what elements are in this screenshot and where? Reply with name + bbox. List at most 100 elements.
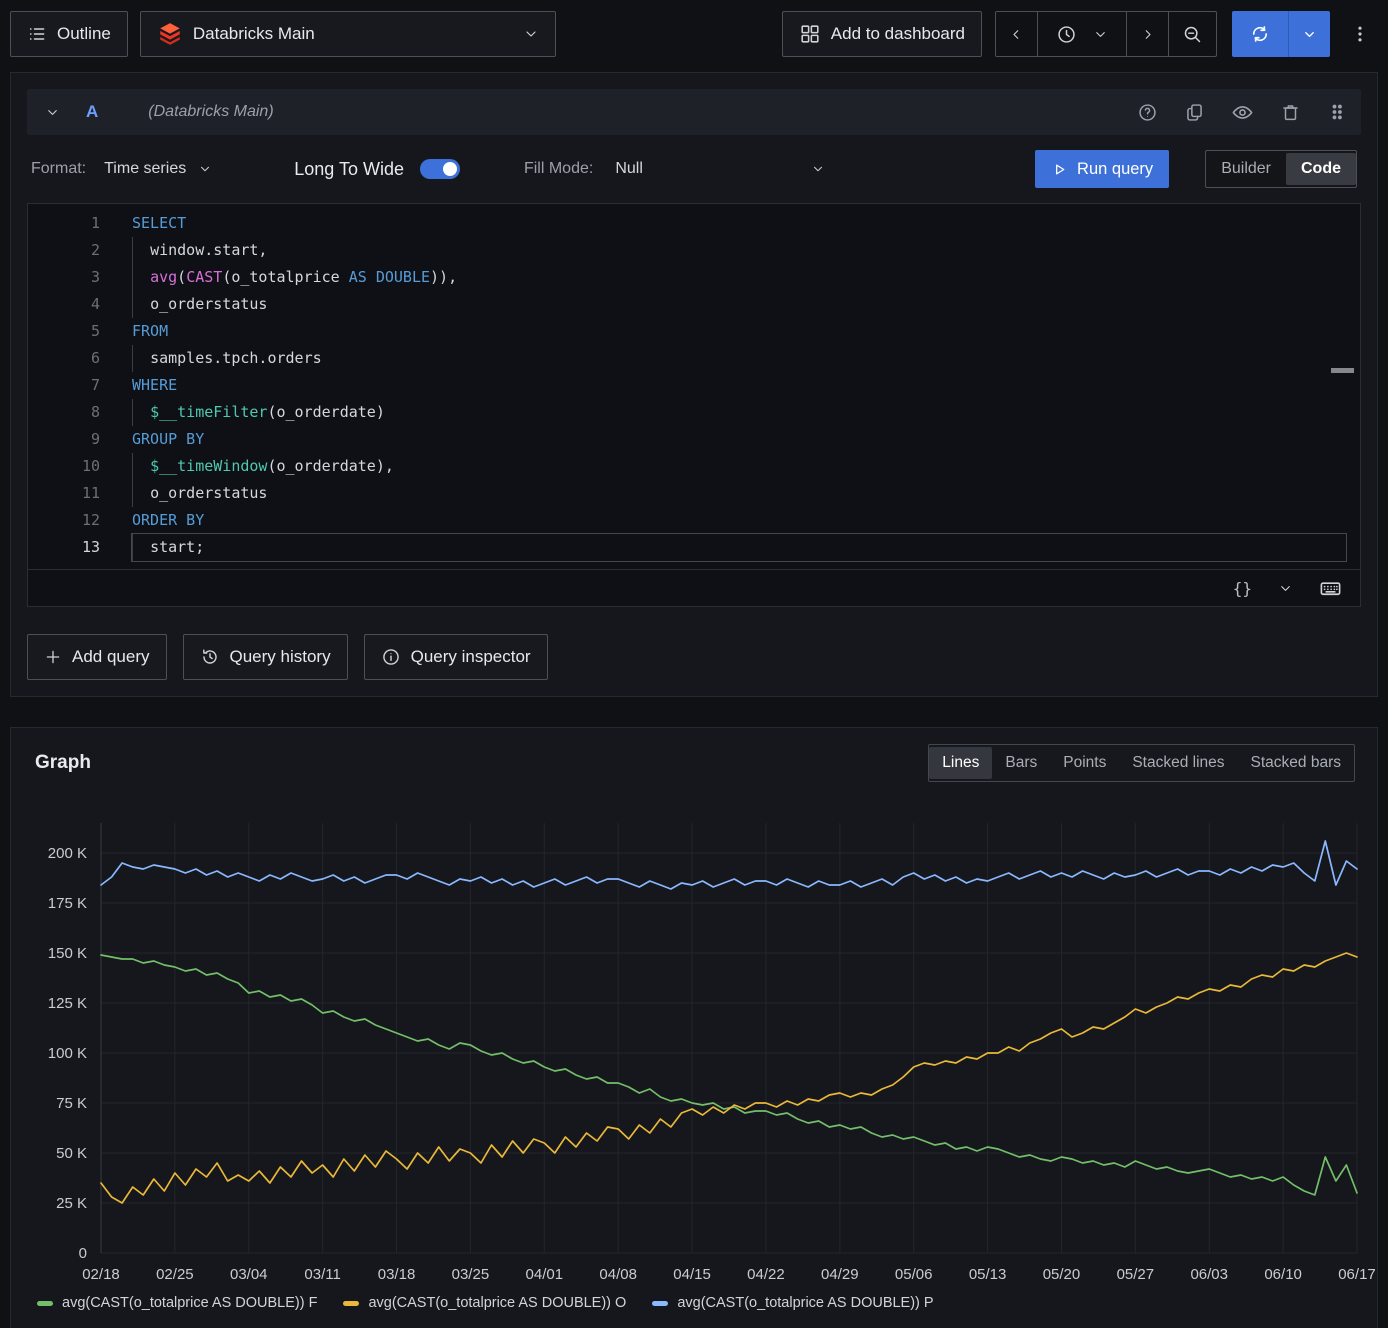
chevron-down-icon [1302,27,1317,42]
x-axis-tick-label: 06/17 [1338,1266,1376,1283]
x-axis-tick-label: 03/11 [304,1266,340,1283]
datasource-name: Databricks Main [193,24,315,44]
code-text: ORDER BY [132,507,1346,534]
format-select[interactable]: Time series [104,160,212,178]
y-axis-tick-label: 100 K [48,1045,87,1062]
code-text: avg(CAST(o_totalprice AS DOUBLE)), [132,264,1346,291]
collapse-query-button[interactable] [41,101,64,124]
zoom-out-button[interactable] [1168,12,1216,56]
fill-mode-value: Null [615,160,643,178]
code-line: 6 samples.tpch.orders [28,345,1360,372]
legend-item[interactable]: avg(CAST(o_totalprice AS DOUBLE)) P [652,1295,933,1311]
editor-mode-switch: Builder Code [1205,150,1357,188]
code-text: GROUP BY [132,426,1346,453]
time-shift-back-button[interactable] [996,12,1037,56]
sync-icon [1250,24,1270,44]
x-axis-tick-label: 05/13 [969,1266,1007,1283]
top-toolbar: Outline Databricks Main Add [0,0,1388,58]
delete-query-icon[interactable] [1280,102,1301,123]
query-history-button[interactable]: Query history [183,634,348,680]
fill-mode-select[interactable]: Null [615,160,825,178]
toggle-visibility-icon[interactable] [1231,101,1254,124]
code-line: 1SELECT [28,210,1360,237]
graph-mode-stacked-bars[interactable]: Stacked bars [1238,747,1354,779]
line-number: 1 [28,210,132,237]
query-inspector-button[interactable]: Query inspector [364,634,548,680]
code-text: samples.tpch.orders [132,345,1346,372]
x-axis-tick-label: 05/06 [895,1266,933,1283]
time-range-picker[interactable] [1037,12,1126,56]
code-line: 13 start; [28,534,1360,561]
expand-snippets-button[interactable] [1278,581,1293,596]
code-text: $__timeFilter(o_orderdate) [132,399,1346,426]
chevron-down-icon [1093,27,1108,42]
long-to-wide-toggle[interactable] [420,159,460,179]
format-code-button[interactable]: {} [1233,579,1252,598]
line-number: 11 [28,480,132,507]
graph-mode-points[interactable]: Points [1050,747,1119,779]
datasource-picker[interactable]: Databricks Main [140,11,556,57]
time-shift-forward-button[interactable] [1126,12,1168,56]
graph-style-switch: LinesBarsPointsStacked linesStacked bars [928,744,1355,782]
keyboard-shortcuts-icon[interactable] [1319,577,1342,600]
code-line: 4 o_orderstatus [28,291,1360,318]
add-query-button[interactable]: Add query [27,634,167,680]
code-text: o_orderstatus [132,480,1346,507]
indent-guide [132,534,133,561]
query-editor-panel: A (Databricks Main) [10,72,1378,697]
toggle-knob [443,162,457,176]
line-number: 6 [28,345,132,372]
info-icon [381,647,401,667]
graph-mode-bars[interactable]: Bars [992,747,1050,779]
time-range-controls [995,11,1217,57]
more-options-button[interactable] [1344,18,1376,50]
editor-mode-builder[interactable]: Builder [1206,153,1286,185]
format-value: Time series [104,160,186,178]
chart-canvas[interactable]: 025 K50 K75 K100 K125 K150 K175 K200 K02… [23,808,1367,1286]
legend-item[interactable]: avg(CAST(o_totalprice AS DOUBLE)) F [37,1295,317,1311]
y-axis-tick-label: 25 K [56,1195,87,1212]
code-line: 9GROUP BY [28,426,1360,453]
outline-label: Outline [57,24,111,44]
code-line: 3 avg(CAST(o_totalprice AS DOUBLE)), [28,264,1360,291]
line-number: 5 [28,318,132,345]
x-axis-tick-label: 06/03 [1190,1266,1228,1283]
graph-panel: Graph LinesBarsPointsStacked linesStacke… [10,727,1378,1328]
sql-code-editor[interactable]: 1SELECT2 window.start,3 avg(CAST(o_total… [27,203,1361,607]
sql-editor-lines: 1SELECT2 window.start,3 avg(CAST(o_total… [28,204,1360,569]
query-row-header: A (Databricks Main) [27,89,1361,135]
run-query-button[interactable]: Run query [1035,150,1169,188]
editor-scroll-marker[interactable] [1331,368,1354,373]
code-line: 5FROM [28,318,1360,345]
refresh-interval-dropdown[interactable] [1288,11,1330,57]
code-text: WHERE [132,372,1346,399]
legend-item[interactable]: avg(CAST(o_totalprice AS DOUBLE)) O [343,1295,626,1311]
outline-button[interactable]: Outline [10,11,128,57]
code-text: start; [132,534,1346,561]
add-to-dashboard-label: Add to dashboard [831,24,965,44]
query-ref-id: A [86,102,98,122]
duplicate-query-icon[interactable] [1184,102,1205,123]
drag-handle-icon[interactable] [1327,102,1347,122]
x-axis-tick-label: 03/04 [230,1266,268,1283]
refresh-button[interactable] [1232,11,1288,57]
plus-icon [44,648,62,666]
graph-mode-stacked-lines[interactable]: Stacked lines [1119,747,1237,779]
indent-guide [132,453,133,480]
y-axis-tick-label: 50 K [56,1145,87,1162]
line-number: 7 [28,372,132,399]
x-axis-tick-label: 05/20 [1043,1266,1081,1283]
dashboard-grid-icon [799,23,821,45]
graph-mode-lines[interactable]: Lines [929,747,992,779]
format-label: Format: [31,160,86,178]
code-text: $__timeWindow(o_orderdate), [132,453,1346,480]
help-icon[interactable] [1137,102,1158,123]
line-number: 4 [28,291,132,318]
editor-mode-code[interactable]: Code [1286,153,1356,185]
indent-guide [132,345,133,372]
x-axis-tick-label: 02/18 [82,1266,120,1283]
time-series-chart[interactable]: 025 K50 K75 K100 K125 K150 K175 K200 K02… [23,808,1365,1286]
add-to-dashboard-button[interactable]: Add to dashboard [782,11,982,57]
indent-guide [132,237,133,264]
code-text: FROM [132,318,1346,345]
